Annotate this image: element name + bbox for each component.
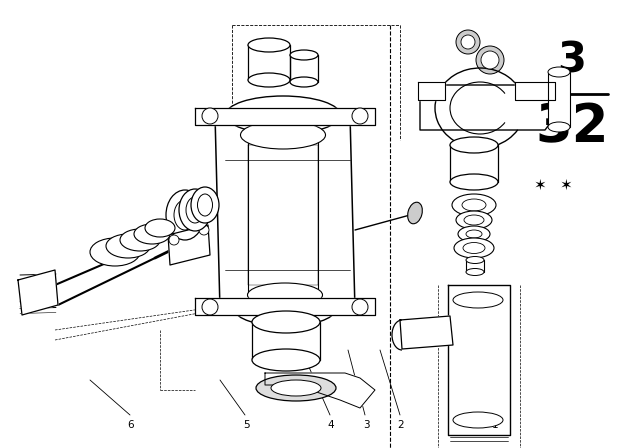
- Ellipse shape: [179, 189, 211, 231]
- Circle shape: [169, 235, 179, 245]
- Circle shape: [202, 108, 218, 124]
- Ellipse shape: [456, 211, 492, 229]
- Ellipse shape: [450, 137, 498, 153]
- Ellipse shape: [453, 292, 503, 308]
- Ellipse shape: [252, 349, 320, 371]
- Polygon shape: [195, 108, 375, 125]
- Text: ✶: ✶: [559, 177, 572, 193]
- Polygon shape: [265, 373, 375, 408]
- Polygon shape: [248, 145, 318, 285]
- Circle shape: [481, 51, 499, 69]
- Ellipse shape: [458, 226, 490, 242]
- Polygon shape: [168, 225, 210, 265]
- Ellipse shape: [198, 194, 212, 216]
- Ellipse shape: [174, 200, 196, 230]
- Ellipse shape: [462, 199, 486, 211]
- Ellipse shape: [290, 50, 318, 60]
- Text: 1: 1: [492, 420, 499, 430]
- Ellipse shape: [463, 242, 485, 254]
- Circle shape: [476, 46, 504, 74]
- Ellipse shape: [120, 229, 160, 251]
- Polygon shape: [195, 298, 375, 315]
- Polygon shape: [418, 82, 445, 100]
- Text: 6: 6: [128, 420, 134, 430]
- Ellipse shape: [166, 190, 204, 240]
- Bar: [466, 260, 484, 272]
- Ellipse shape: [290, 77, 318, 87]
- Ellipse shape: [106, 234, 150, 258]
- Ellipse shape: [134, 224, 170, 244]
- Ellipse shape: [453, 412, 503, 428]
- Ellipse shape: [466, 230, 482, 238]
- Text: 3: 3: [557, 39, 586, 81]
- Ellipse shape: [256, 375, 336, 401]
- Polygon shape: [18, 270, 58, 315]
- Ellipse shape: [248, 38, 290, 52]
- Circle shape: [202, 299, 218, 315]
- Ellipse shape: [452, 194, 496, 216]
- Ellipse shape: [248, 283, 323, 307]
- Ellipse shape: [271, 380, 321, 396]
- Polygon shape: [252, 322, 320, 360]
- Ellipse shape: [252, 311, 320, 333]
- Ellipse shape: [145, 219, 175, 237]
- Ellipse shape: [548, 122, 570, 132]
- Ellipse shape: [408, 202, 422, 224]
- Ellipse shape: [241, 121, 326, 149]
- Circle shape: [199, 225, 209, 235]
- Ellipse shape: [548, 67, 570, 77]
- Polygon shape: [290, 55, 318, 82]
- Ellipse shape: [466, 257, 484, 263]
- Polygon shape: [448, 285, 510, 435]
- Ellipse shape: [90, 238, 140, 266]
- Ellipse shape: [450, 174, 498, 190]
- Polygon shape: [400, 316, 453, 349]
- Text: 3: 3: [363, 420, 369, 430]
- Circle shape: [352, 299, 368, 315]
- Circle shape: [461, 35, 475, 49]
- Bar: [548, 72, 570, 127]
- Ellipse shape: [235, 294, 335, 326]
- Polygon shape: [248, 45, 290, 80]
- Ellipse shape: [454, 238, 494, 258]
- Text: 2: 2: [397, 420, 404, 430]
- Polygon shape: [450, 145, 498, 182]
- Ellipse shape: [225, 96, 340, 134]
- Circle shape: [456, 30, 480, 54]
- Ellipse shape: [186, 197, 204, 223]
- Text: 5: 5: [243, 420, 250, 430]
- Polygon shape: [515, 82, 555, 100]
- Ellipse shape: [466, 268, 484, 276]
- Ellipse shape: [191, 187, 219, 223]
- Ellipse shape: [464, 215, 484, 225]
- Ellipse shape: [248, 73, 290, 87]
- Polygon shape: [420, 85, 560, 130]
- Polygon shape: [215, 115, 355, 310]
- Text: 4: 4: [328, 420, 334, 430]
- Text: ✶: ✶: [534, 177, 547, 193]
- Circle shape: [352, 108, 368, 124]
- Polygon shape: [255, 145, 312, 285]
- Text: 32: 32: [535, 101, 609, 153]
